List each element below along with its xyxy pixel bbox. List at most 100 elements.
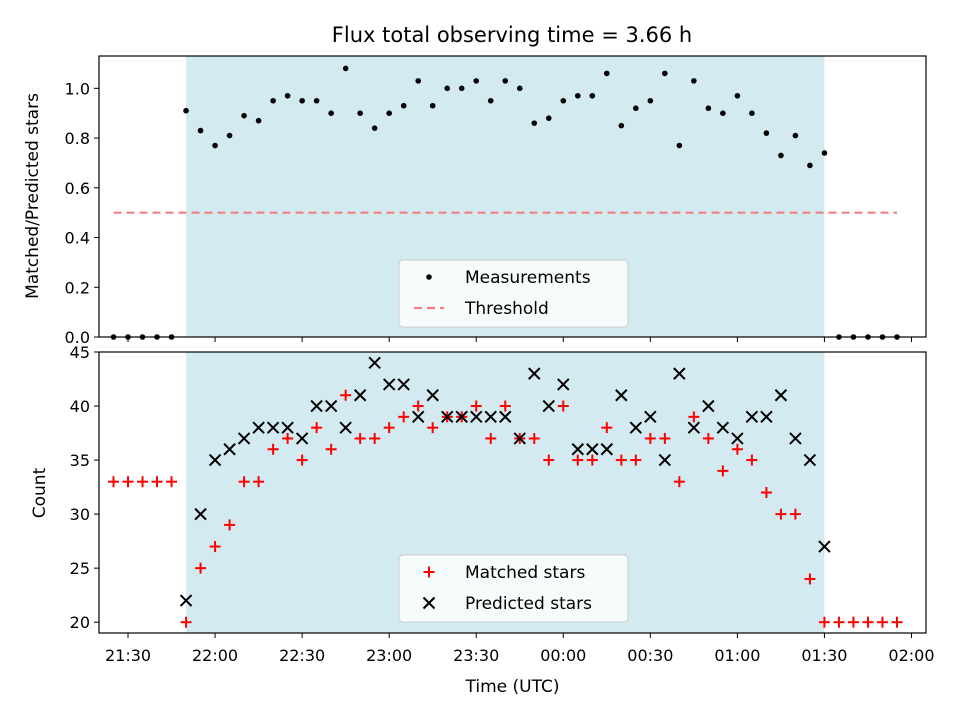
data-point [604, 70, 610, 77]
data-point [789, 508, 801, 520]
data-point [266, 421, 280, 434]
data-point [847, 616, 859, 628]
data-point [557, 400, 569, 412]
data-point [516, 85, 523, 92]
data-point [731, 432, 744, 445]
legend-box [398, 554, 629, 623]
x-axis-label: Time (UTC) [465, 677, 560, 697]
data-point [324, 399, 338, 413]
data-point [325, 443, 337, 455]
y-tick-label: 0.6 [65, 179, 90, 198]
y-tick-label: 20 [70, 613, 90, 632]
x-tick-label: 23:00 [366, 646, 412, 665]
data-point [270, 97, 276, 104]
data-point [253, 476, 265, 488]
data-point [749, 110, 755, 116]
data-point [426, 389, 439, 402]
data-point [137, 476, 149, 488]
data-point [647, 97, 654, 104]
data-point [615, 454, 627, 466]
data-point [282, 432, 294, 444]
data-point [484, 410, 497, 424]
data-point [876, 616, 888, 628]
data-point [252, 421, 265, 434]
data-point [543, 454, 555, 466]
data-point [557, 378, 570, 391]
y-tick-label: 35 [70, 451, 90, 470]
legend: Measurements Threshold [398, 259, 629, 328]
data-point [397, 378, 410, 391]
data-point [644, 410, 657, 424]
data-point [371, 125, 378, 131]
data-point [328, 110, 334, 116]
data-point [412, 400, 424, 412]
data-point [427, 422, 439, 434]
y-axis-label: Count [30, 467, 50, 518]
data-point [731, 443, 743, 455]
y-axis-label: Matched/Predicted stars [23, 93, 43, 299]
data-point [572, 454, 584, 466]
data-point [746, 454, 758, 466]
data-point [369, 432, 381, 444]
data-point [531, 120, 538, 126]
data-point [804, 573, 816, 585]
data-point [226, 132, 233, 139]
data-point [702, 399, 715, 413]
data-point [716, 421, 730, 434]
legend-box [398, 259, 629, 328]
data-point [891, 616, 903, 628]
data-point [589, 92, 596, 99]
data-point [340, 389, 352, 401]
bottom-panel: 20 25 30 35 40 45 21:30 22:00 22:30 23:00 23:30 00:… [30, 343, 935, 697]
data-point [633, 105, 639, 112]
top-panel: 0.0 0.2 0.4 0.6 0.8 1.0 Matched/Predicted star… [23, 55, 927, 347]
data-point [542, 399, 555, 413]
y-tick-label: 0.2 [65, 278, 90, 297]
data-point [382, 378, 396, 391]
legend: Matched stars Predicted stars [398, 554, 629, 623]
data-point [195, 562, 207, 574]
y-tick-label: 45 [70, 343, 90, 362]
legend-label: Predicted stars [465, 594, 592, 614]
data-point [296, 454, 308, 466]
data-point [705, 105, 712, 112]
legend-marker [423, 566, 435, 578]
data-point [197, 127, 204, 134]
data-point [238, 476, 250, 488]
data-point [299, 97, 305, 104]
data-point [194, 507, 207, 521]
data-point [688, 411, 700, 423]
chart-title: Flux total observing time = 3.66 h [332, 23, 692, 47]
data-point [513, 432, 526, 445]
series-predicted-stars [179, 356, 831, 607]
data-point [441, 410, 454, 424]
data-point [600, 443, 614, 456]
x-tick-label: 01:00 [714, 646, 760, 665]
y-axis: 20 25 30 35 40 45 [70, 343, 99, 632]
legend-marker [422, 596, 436, 610]
data-point [499, 400, 511, 412]
data-point [745, 410, 759, 424]
data-point [473, 78, 480, 84]
data-point [792, 132, 799, 139]
x-axis: 21:30 22:00 22:30 23:00 23:30 00:00 00:30 01:00… [105, 633, 935, 665]
data-point [571, 443, 584, 456]
data-point [429, 102, 436, 109]
data-point [763, 130, 770, 136]
data-point [357, 110, 363, 116]
data-point [313, 97, 320, 104]
data-point [180, 616, 192, 628]
data-point [398, 411, 410, 423]
series-measurements [110, 65, 900, 340]
data-point [284, 92, 291, 99]
x-tick-label: 01:30 [801, 646, 847, 665]
data-point [241, 112, 247, 119]
data-point [833, 616, 845, 628]
y-tick-label: 40 [70, 397, 90, 416]
data-point [208, 453, 222, 467]
y-axis: 0.0 0.2 0.4 0.6 0.8 1.0 [65, 79, 99, 347]
x-tick-label: 00:00 [540, 646, 586, 665]
data-point [760, 410, 773, 424]
data-point [108, 476, 120, 488]
